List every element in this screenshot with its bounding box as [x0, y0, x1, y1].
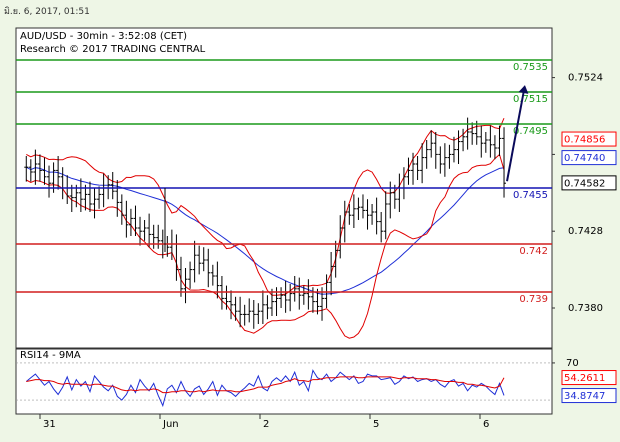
rsi-tag-label: 34.8747	[564, 391, 605, 402]
rsi-tag-box	[561, 370, 617, 386]
x-tick-label: 2	[263, 419, 269, 430]
forecast-arrow	[506, 89, 526, 182]
rsi-panel-frame	[15, 348, 553, 415]
x-tick-label: 6	[483, 419, 489, 430]
rsi-tick-label: 70	[566, 358, 579, 369]
price-tag-box	[561, 175, 617, 191]
date-label: มิ.ย. 6, 2017, 01:51	[4, 7, 90, 17]
level-label-resistance: 0.7495	[513, 126, 548, 137]
level-label-support: 0.739	[519, 294, 548, 305]
rsi-series-ma	[26, 376, 505, 394]
price-tag-box	[561, 150, 617, 166]
bollinger-upper-band	[26, 118, 505, 296]
bollinger-lower-band	[26, 153, 505, 339]
price-tag-label: 0.74740	[564, 153, 605, 164]
price-tag-label: 0.74582	[564, 178, 605, 189]
rsi-panel-title: RSI14 - 9MA	[20, 350, 81, 361]
level-label-support: 0.742	[519, 246, 548, 257]
x-tick-label: 5	[373, 419, 379, 430]
x-tick-label: Jun	[162, 419, 179, 430]
chart-title: AUD/USD - 30min - 3:52:08 (CET)	[20, 31, 188, 42]
rsi-tag-box	[561, 388, 617, 404]
chart-subtitle: Research © 2017 TRADING CENTRAL	[20, 44, 206, 55]
moving-average-line	[26, 166, 505, 295]
level-label-resistance: 0.7535	[513, 62, 548, 73]
level-label-pivot: 0.7455	[513, 190, 548, 201]
y-tick-label: 0.7428	[568, 226, 603, 237]
y-tick-label: 0.7380	[568, 303, 603, 314]
price-tag-box	[561, 131, 617, 147]
forecast-arrowhead	[518, 85, 529, 94]
x-tick-label: 31	[43, 419, 56, 430]
rsi-tag-label: 54.2611	[564, 373, 605, 384]
level-label-resistance: 0.7515	[513, 94, 548, 105]
y-tick-label: 0.7524	[568, 73, 603, 84]
price-tag-label: 0.74856	[564, 135, 605, 146]
